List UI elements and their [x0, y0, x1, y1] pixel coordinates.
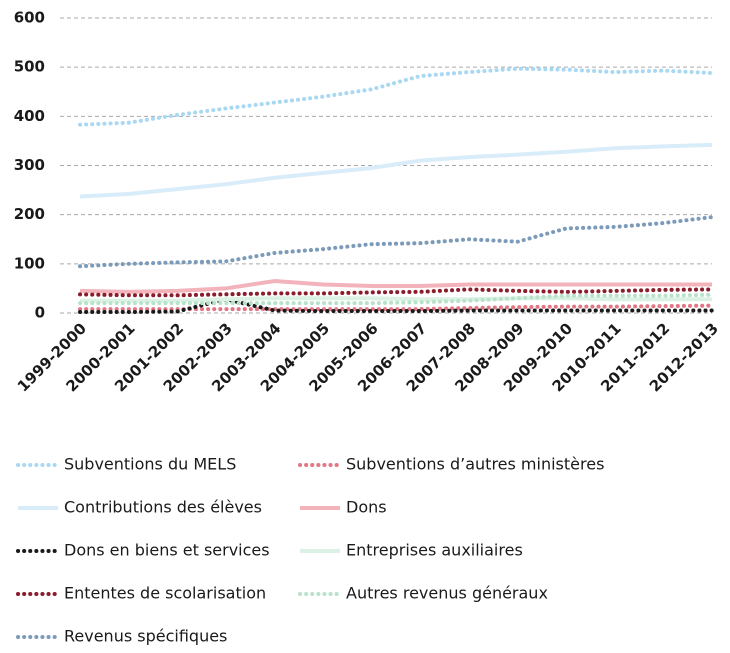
y-tick-label: 100 — [14, 254, 45, 272]
legend-item: Revenus spécifiques — [16, 627, 227, 646]
legend-item: Contributions des élèves — [18, 498, 262, 517]
legend-item: Ententes de scolarisation — [16, 584, 266, 603]
legend-item: Dons en biens et services — [16, 541, 270, 560]
series-line — [78, 297, 714, 315]
series-line — [79, 279, 712, 294]
series-line — [78, 215, 714, 269]
y-tick-label: 600 — [14, 9, 45, 27]
legend-item: Subventions d’autres ministères — [298, 455, 604, 474]
legend-item: Autres revenus généraux — [298, 584, 548, 603]
legend-item: Subventions du MELS — [16, 455, 236, 474]
series-line — [80, 296, 712, 303]
series-line — [78, 303, 714, 312]
legend-label: Ententes de scolarisation — [64, 584, 266, 603]
legend-label: Subventions d’autres ministères — [346, 455, 604, 474]
legend-label: Dons — [346, 498, 387, 517]
legend-item: Dons — [300, 498, 387, 517]
legend-label: Entreprises auxiliaires — [346, 541, 523, 560]
y-tick-label: 500 — [14, 58, 45, 76]
legend-label: Subventions du MELS — [64, 455, 236, 474]
legend-label: Contributions des élèves — [64, 498, 262, 517]
legend-label: Autres revenus généraux — [346, 584, 548, 603]
y-tick-label: 200 — [14, 205, 45, 223]
legend-item: Entreprises auxiliaires — [300, 541, 523, 560]
y-tick-label: 300 — [14, 156, 45, 174]
series-line — [78, 292, 714, 306]
series-line — [78, 287, 714, 298]
legend-label: Dons en biens et services — [64, 541, 270, 560]
y-tick-label: 0 — [35, 304, 45, 322]
series-line — [79, 142, 713, 199]
legend-label: Revenus spécifiques — [64, 627, 227, 646]
y-tick-label: 400 — [14, 107, 45, 125]
series-line — [78, 66, 714, 127]
